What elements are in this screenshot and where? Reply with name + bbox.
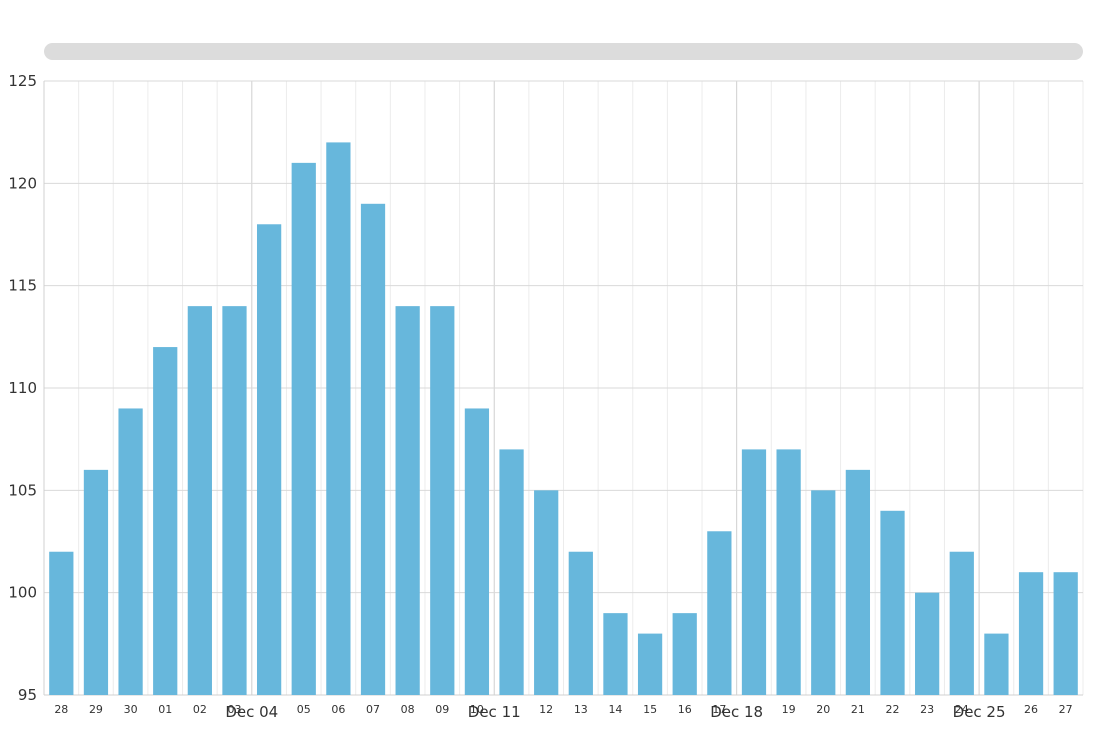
x-tick-label: 05 [297,703,311,716]
bar [187,306,212,695]
x-tick-label: 21 [851,703,865,716]
y-tick-label: 110 [8,379,37,397]
bar [949,551,974,695]
bar [83,469,109,695]
bar [637,633,663,695]
x-tick-label: Dec 04 [225,703,278,721]
bar [1018,572,1044,695]
x-tick-label: 17 [712,703,726,716]
x-tick-label: Dec 11 [468,703,521,721]
bar [326,142,351,695]
x-tick-label: 24 [955,703,969,716]
x-tick-label: 23 [920,703,934,716]
bar [291,162,316,695]
bar [360,203,386,696]
x-tick-label: Dec 18 [710,703,763,721]
bar [534,490,559,695]
bar [256,224,282,695]
y-tick-label: 95 [18,686,37,704]
x-tick-label: 10 [470,703,484,716]
bar [672,613,697,695]
x-tick-label: 27 [1059,703,1073,716]
bar [915,592,940,695]
x-tick-label: 06 [331,703,345,716]
x-tick-label: 22 [886,703,900,716]
x-tick-label: 09 [435,703,449,716]
bar [49,551,74,695]
bar [845,469,871,695]
x-tick-label: 08 [401,703,415,716]
y-tick-label: 120 [8,174,37,192]
bar [118,408,143,695]
bar [153,347,178,695]
bar [984,633,1009,695]
x-tick-label: 26 [1024,703,1038,716]
x-tick-label: 16 [678,703,692,716]
bar [880,510,905,695]
bar [741,449,767,695]
bar [430,306,455,695]
bar [1053,572,1078,695]
y-tick-label: 125 [8,72,37,90]
y-tick-label: 105 [8,481,37,499]
x-tick-label: 14 [608,703,622,716]
x-tick-label: 29 [89,703,103,716]
bar [499,449,524,695]
x-tick-label: 07 [366,703,380,716]
bar [811,490,836,695]
bar [776,449,801,695]
x-tick-label: 01 [158,703,172,716]
x-tick-label: 28 [54,703,68,716]
bar [568,551,593,695]
x-tick-label: Dec 25 [953,703,1006,721]
x-tick-label: 13 [574,703,588,716]
bar [222,306,247,695]
x-tick-label: 12 [539,703,553,716]
x-tick-label: 30 [124,703,138,716]
bar [603,613,628,695]
x-tick-label: 03 [227,703,241,716]
chart-scrollbar[interactable] [44,43,1083,60]
bar [395,306,420,695]
y-tick-label: 115 [8,277,37,295]
x-tick-label: 20 [816,703,830,716]
bar [464,408,490,695]
x-tick-label: 19 [782,703,796,716]
y-tick-label: 100 [8,584,37,602]
x-tick-label: 15 [643,703,657,716]
x-tick-label: 02 [193,703,207,716]
bar [707,531,732,695]
